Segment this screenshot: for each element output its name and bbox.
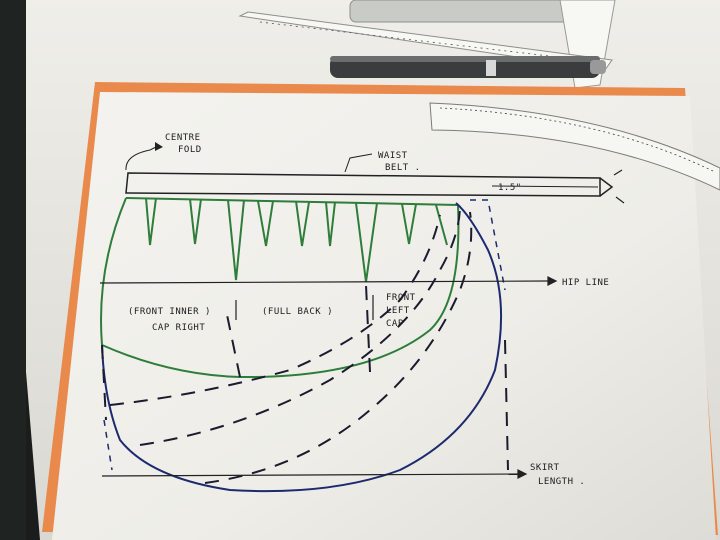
belt-measure-label: 1.5" xyxy=(498,183,522,193)
waist-belt-label-2: BELT . xyxy=(385,163,421,173)
centre-fold-arrow xyxy=(125,145,159,171)
centre-fold-label-2: FOLD xyxy=(178,145,202,155)
skirt-length-label-2: LENGTH . xyxy=(538,477,585,487)
dashed-flare-lines xyxy=(101,204,509,484)
waist-belt-rect xyxy=(125,169,625,204)
front-inner-cap-label-1: (FRONT INNER ) xyxy=(128,307,211,317)
waist-belt-pointer xyxy=(344,153,373,173)
front-inner-cap-label-2: CAP RIGHT xyxy=(152,323,205,333)
blue-pattern-outline xyxy=(101,202,503,493)
curve-ruler xyxy=(429,102,720,191)
blue-dashed-edges xyxy=(103,199,506,471)
scale-ruler xyxy=(238,11,613,71)
centre-fold-label-1: CENTRE xyxy=(165,133,201,143)
skirt-length-label-1: SKIRT xyxy=(530,463,560,473)
front-left-cap-label-1: FRONT xyxy=(386,293,416,303)
front-left-cap-label-2: LEFT xyxy=(386,306,410,316)
marker-pen xyxy=(330,56,606,78)
full-back-label: (FULL BACK ) xyxy=(262,307,333,317)
left-dark-edge xyxy=(0,0,26,540)
hip-line-label: HIP LINE xyxy=(562,278,609,288)
waist-belt-label-1: WAIST xyxy=(378,151,408,161)
green-pattern-outline xyxy=(100,197,460,379)
front-left-cap-label-3: CAP xyxy=(386,319,404,329)
guide-lines xyxy=(99,276,558,479)
